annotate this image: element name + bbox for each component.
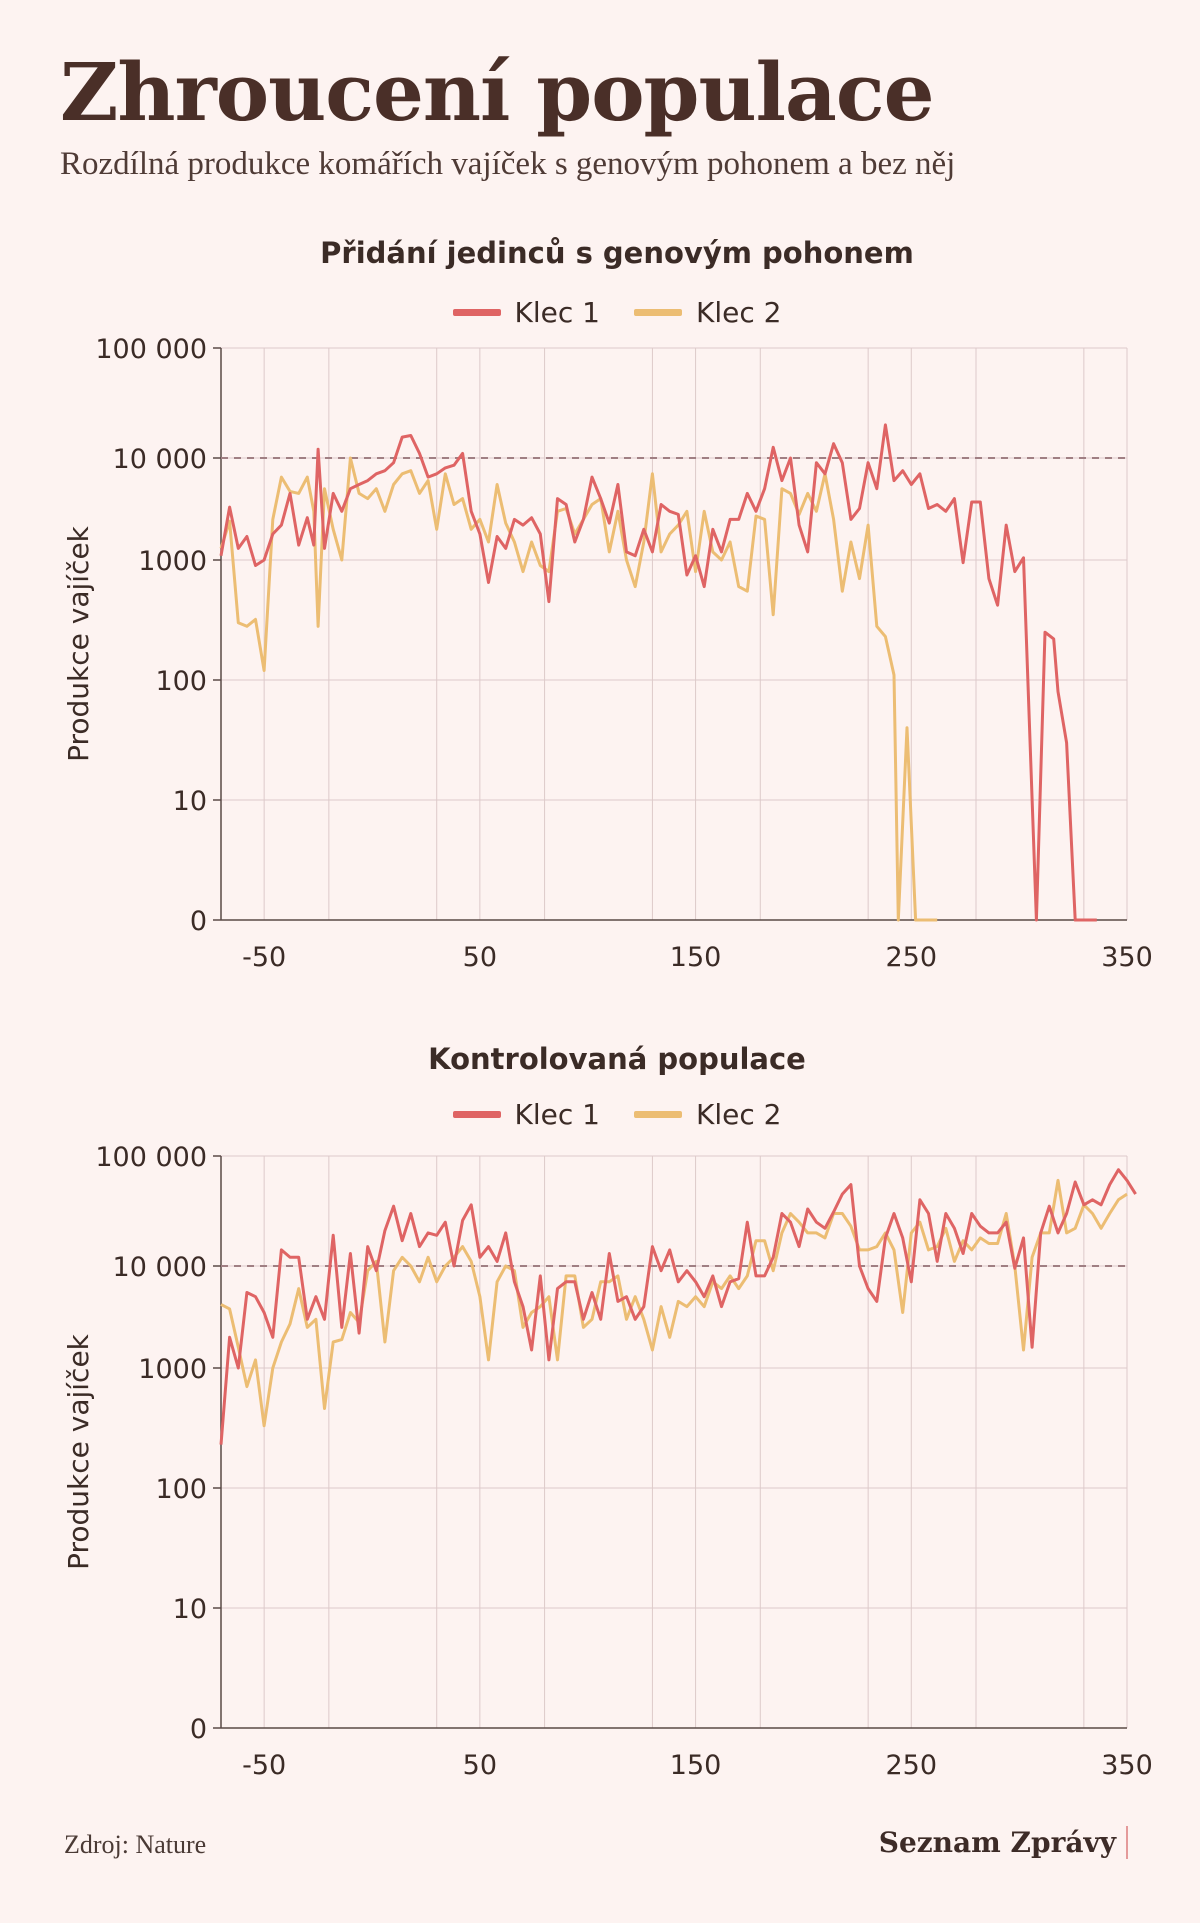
- x-tick-label: 50: [463, 1750, 497, 1778]
- legend-label-klec-1: Klec 1: [514, 1098, 600, 1131]
- legend-item-klec-2: Klec 2: [634, 296, 781, 329]
- chart-2-plot: 0 10 100 1000 10 000 100 000 -50 50 150 250 350 Pro…: [62, 1142, 1153, 1778]
- legend-swatch-klec-1: [452, 1111, 501, 1118]
- legend-label-klec-2: Klec 2: [696, 296, 782, 329]
- legend-label-klec-2: Klec 2: [696, 1098, 782, 1131]
- chart-2-legend: Klec 1 Klec 2: [0, 1098, 1200, 1131]
- y-tick-label: 10 000: [113, 1252, 207, 1283]
- y-tick-label: 1000: [138, 1354, 207, 1385]
- chart-1-legend: Klec 1 Klec 2: [0, 296, 1200, 329]
- series-line-klec-1: [219, 423, 1097, 922]
- y-tick-label: 100 000: [95, 1142, 207, 1173]
- y-tick-label: 0: [190, 1714, 207, 1745]
- series-line-klec-2: [220, 1178, 1128, 1428]
- y-tick-label: 1000: [138, 546, 207, 577]
- source-note: Zdroj: Nature: [64, 1830, 207, 1859]
- x-tick-label: 250: [886, 1750, 938, 1778]
- series-line-klec-1: [219, 1168, 1137, 1445]
- x-tick-label: -50: [242, 942, 286, 970]
- x-tick-label: 350: [1101, 1750, 1153, 1778]
- chart-1-plot: 0 10 100 1000 10 000 100 000 -50 50 150 250 350 Pro…: [62, 334, 1153, 970]
- legend-swatch-klec-2: [634, 309, 682, 316]
- chart-1-title: Přidání jedinců s genovým pohonem: [320, 236, 914, 270]
- chart-2-title: Kontrolovaná populace: [428, 1042, 806, 1076]
- x-tick-label: 250: [886, 942, 938, 970]
- legend-swatch-klec-1: [452, 309, 501, 316]
- page-title: Zhroucení populace: [60, 45, 934, 139]
- y-tick-label: 100: [155, 1474, 207, 1505]
- legend-item-klec-1: Klec 1: [452, 296, 600, 329]
- brand-logo: Seznam Zprávy: [879, 1826, 1128, 1859]
- y-tick-label: 100 000: [95, 334, 207, 365]
- y-tick-label: 10 000: [113, 444, 207, 475]
- legend-item-klec-2: Klec 2: [634, 1098, 781, 1131]
- legend-item-klec-1: Klec 1: [452, 1098, 600, 1131]
- y-axis-label: Produkce vajíček: [62, 1333, 95, 1570]
- x-tick-label: 150: [670, 1750, 722, 1778]
- x-tick-label: 150: [670, 942, 722, 970]
- x-tick-label: 350: [1101, 942, 1153, 970]
- x-tick-label: -50: [242, 1750, 286, 1778]
- y-tick-label: 100: [155, 666, 207, 697]
- y-axis-label: Produkce vajíček: [62, 525, 95, 762]
- x-tick-label: 50: [463, 942, 497, 970]
- y-tick-label: 10: [173, 1594, 207, 1625]
- y-tick-label: 0: [190, 906, 207, 937]
- legend-label-klec-1: Klec 1: [514, 296, 600, 329]
- page-subtitle: Rozdílná produkce komářích vajíček s gen…: [60, 146, 956, 182]
- legend-swatch-klec-2: [634, 1111, 682, 1118]
- y-tick-label: 10: [173, 786, 207, 817]
